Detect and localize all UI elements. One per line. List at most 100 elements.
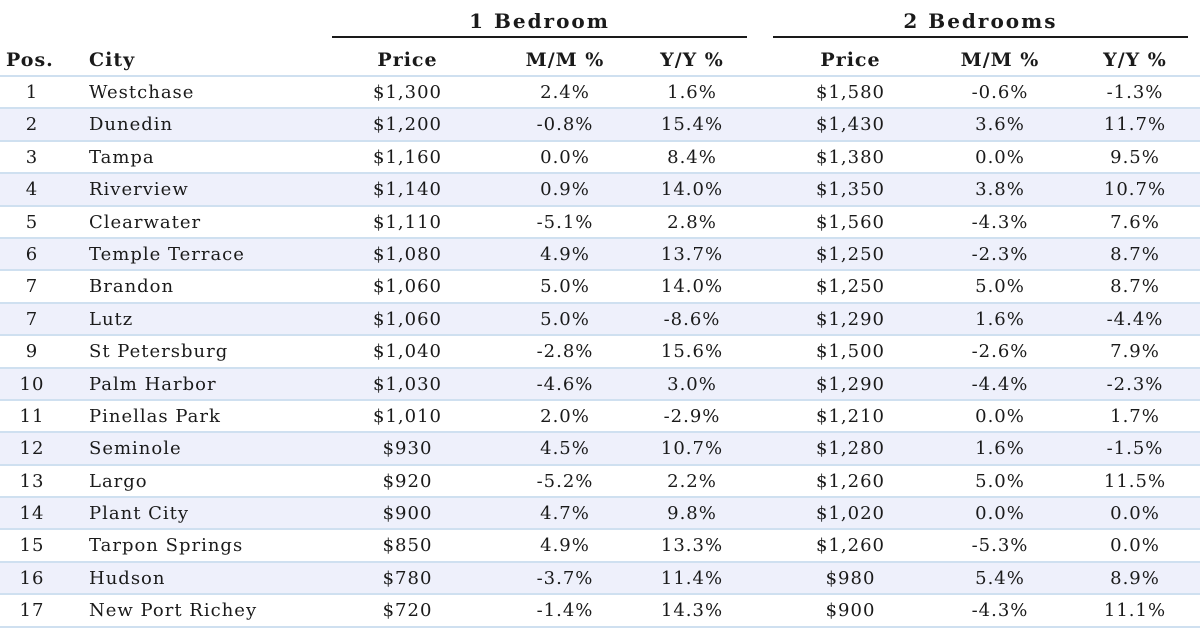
yy-2br-cell: 7.6% [1110, 211, 1160, 233]
mm-1br-cell: 0.0% [540, 146, 590, 168]
price-2br-cell: $1,260 [816, 535, 885, 557]
yy-1br-cell: -2.9% [663, 405, 721, 427]
rank-cell: 3 [25, 146, 39, 168]
yy-1br-cell: 15.4% [660, 114, 724, 136]
yy-2br-cell: -2.3% [1106, 373, 1164, 395]
yy-2br-cell: 8.7% [1110, 276, 1160, 298]
price-1br-cell: $1,300 [373, 82, 442, 103]
table-row: 4 Riverview $1,140 0.9% 14.0% $1,350 3.8% 10.7% [0, 174, 1200, 207]
city-cell: Hudson [89, 567, 166, 589]
mm-1br-cell: -4.6% [536, 373, 594, 395]
group-title-1-bedroom: 1 Bedroom [469, 9, 610, 33]
table-row: 15 Tarpon Springs $850 4.9% 13.3% $1,260 -5.3%… [0, 530, 1200, 563]
yy-1br-cell: 13.7% [660, 243, 724, 265]
mm-2br-cell: -4.3% [971, 211, 1029, 233]
table-row: 13 Largo $920 -5.2% 2.2% $1,260 5.0% 11.5% [0, 466, 1200, 499]
table-row: 12 Seminole $930 4.5% 10.7% $1,280 1.6% -1.5% [0, 433, 1200, 466]
price-2br-cell: $1,380 [816, 146, 885, 168]
table-row: 10 Palm Harbor $1,030 -4.6% 3.0% $1,290 -4.4% -… [0, 368, 1200, 401]
table-row: 3 Tampa $1,160 0.0% 8.4% $1,380 0.0% 9.5% [0, 142, 1200, 175]
city-cell: Largo [89, 470, 148, 492]
city-cell: Westchase [89, 82, 195, 103]
mm-2br-cell: 0.0% [975, 503, 1025, 525]
mm-1br-cell: 4.9% [540, 243, 590, 265]
yy-2br-cell: 10.7% [1103, 179, 1167, 201]
header-divider [0, 75, 1200, 77]
table-row: 1 Westchase $1,300 2.4% 1.6% $1,580 -0.6% -1.3% [0, 77, 1200, 110]
yy-2br-cell: 1.7% [1110, 405, 1160, 427]
city-cell: Tampa [89, 146, 155, 168]
price-1br-cell: $900 [382, 503, 433, 525]
mm-1br-cell: 4.7% [540, 503, 590, 525]
table-row: 14 Plant City $900 4.7% 9.8% $1,020 0.0% 0.0% [0, 498, 1200, 531]
rank-cell: 10 [19, 373, 45, 395]
rank-cell: 4 [25, 179, 39, 201]
price-2br-cell: $1,210 [816, 405, 885, 427]
rank-cell: 5 [25, 211, 39, 233]
rank-cell: 6 [25, 243, 39, 265]
mm-2br-cell: -4.4% [971, 373, 1029, 395]
rank-cell: 17 [19, 600, 45, 622]
yy-1br-cell: -8.6% [663, 308, 721, 330]
mm-1br-cell: 2.0% [540, 405, 590, 427]
table-row: 16 Hudson $780 -3.7% 11.4% $980 5.4% 8.9% [0, 562, 1200, 596]
price-2br-cell: $1,430 [816, 114, 885, 136]
price-1br-cell: $1,200 [373, 114, 442, 136]
yy-2br-cell: 9.5% [1110, 146, 1160, 168]
yy-2br-cell: -1.3% [1106, 82, 1164, 103]
mm-2br-cell: 5.0% [975, 276, 1025, 298]
price-2br-cell: $1,250 [816, 276, 885, 298]
rank-cell: 1 [25, 82, 39, 103]
mm-2br-cell: 5.4% [975, 567, 1025, 589]
rank-cell: 11 [19, 405, 45, 427]
column-header-yy-1br: Y/Y % [660, 49, 724, 71]
column-header-city: City [89, 49, 136, 71]
city-cell: Palm Harbor [89, 373, 217, 395]
city-cell: Clearwater [89, 211, 202, 233]
price-1br-cell: $1,030 [373, 373, 442, 395]
price-2br-cell: $1,350 [816, 179, 885, 201]
group-underline-1-bedroom [332, 36, 747, 38]
mm-1br-cell: 5.0% [540, 276, 590, 298]
yy-2br-cell: 0.0% [1110, 503, 1160, 525]
mm-2br-cell: 3.8% [975, 179, 1025, 201]
yy-2br-cell: 0.0% [1110, 535, 1160, 557]
price-1br-cell: $1,160 [373, 146, 442, 168]
yy-1br-cell: 13.3% [660, 535, 724, 557]
price-1br-cell: $1,040 [373, 341, 442, 363]
city-cell: New Port Richey [89, 600, 258, 622]
price-1br-cell: $930 [382, 438, 433, 460]
column-header-pos: Pos. [6, 49, 54, 71]
mm-1br-cell: -2.8% [536, 341, 594, 363]
city-cell: Temple Terrace [89, 243, 245, 265]
column-header-price-2br: Price [820, 49, 881, 71]
mm-2br-cell: -4.3% [971, 600, 1029, 622]
yy-2br-cell: 8.7% [1110, 243, 1160, 265]
mm-1br-cell: 4.5% [540, 438, 590, 460]
price-1br-cell: $1,060 [373, 276, 442, 298]
price-2br-cell: $1,500 [816, 341, 885, 363]
yy-2br-cell: 7.9% [1110, 341, 1160, 363]
rank-cell: 7 [25, 276, 39, 298]
price-2br-cell: $1,020 [816, 503, 885, 525]
price-1br-cell: $1,140 [373, 179, 442, 201]
yy-2br-cell: 11.7% [1103, 114, 1167, 136]
column-header-yy-2br: Y/Y % [1103, 49, 1167, 71]
mm-1br-cell: 5.0% [540, 308, 590, 330]
price-1br-cell: $1,110 [373, 211, 442, 233]
column-header-mm-1br: M/M % [525, 49, 605, 71]
group-title-2-bedrooms: 2 Bedrooms [903, 9, 1058, 33]
yy-1br-cell: 8.4% [667, 146, 717, 168]
price-2br-cell: $1,580 [816, 82, 885, 103]
yy-2br-cell: -4.4% [1106, 308, 1164, 330]
rank-cell: 15 [19, 535, 45, 557]
mm-1br-cell: -5.2% [536, 470, 594, 492]
mm-1br-cell: -0.8% [536, 114, 594, 136]
yy-2br-cell: -1.5% [1106, 438, 1164, 460]
rank-cell: 16 [19, 567, 45, 589]
price-2br-cell: $1,560 [816, 211, 885, 233]
yy-1br-cell: 11.4% [660, 567, 724, 589]
yy-1br-cell: 3.0% [667, 373, 717, 395]
price-2br-cell: $1,290 [816, 308, 885, 330]
